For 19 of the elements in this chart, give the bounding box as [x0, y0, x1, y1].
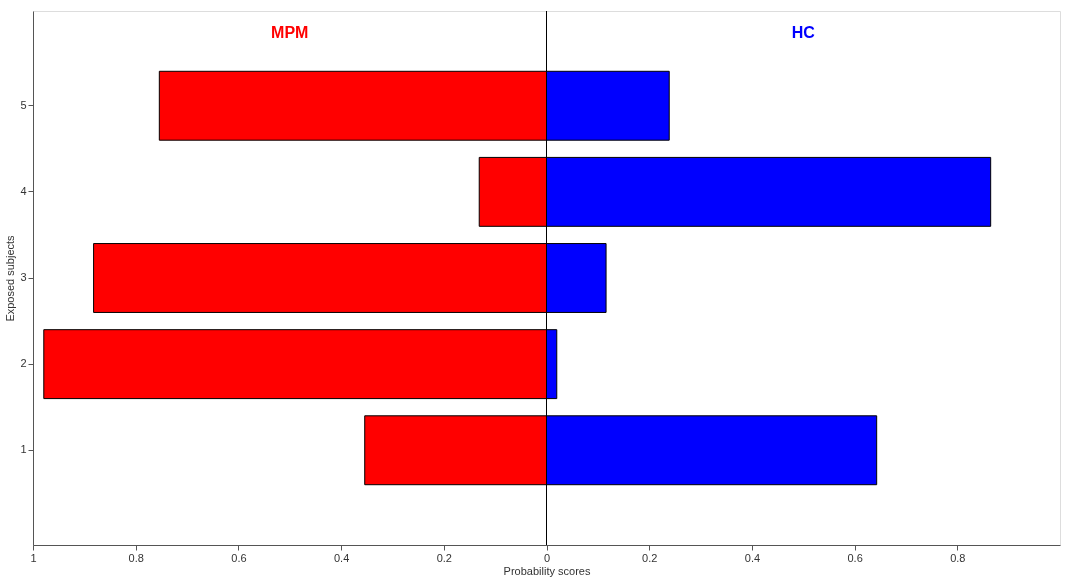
y-tick-label: 2 [20, 357, 27, 370]
y-tick-label: 5 [20, 98, 27, 111]
y-tick-label: 3 [20, 271, 27, 283]
series-label: MPM [271, 24, 309, 41]
text: HC [791, 24, 816, 41]
x-tick-label: 0.2 [642, 551, 658, 564]
y-axis-title: Exposed subjects [4, 234, 17, 322]
x-tick-label: 0 [543, 551, 551, 564]
x-tick-label: 1 [30, 551, 37, 564]
x-tick-label: 0.4 [333, 551, 350, 564]
y-tick-label: 1 [20, 443, 27, 456]
x-tick-label: 0.8 [950, 551, 966, 564]
x-tick-label: 0.4 [744, 551, 761, 564]
x-tick-label: 0.8 [128, 551, 144, 564]
x-tick-label: 0.6 [847, 551, 863, 564]
y-tick-label: 4 [20, 184, 27, 197]
x-tick-label: 0.2 [436, 551, 452, 564]
x-tick-label: 0.6 [231, 551, 247, 564]
x-axis-title: Probability scores [503, 564, 591, 577]
